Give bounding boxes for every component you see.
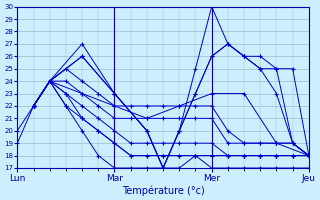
- X-axis label: Température (°c): Température (°c): [122, 185, 204, 196]
